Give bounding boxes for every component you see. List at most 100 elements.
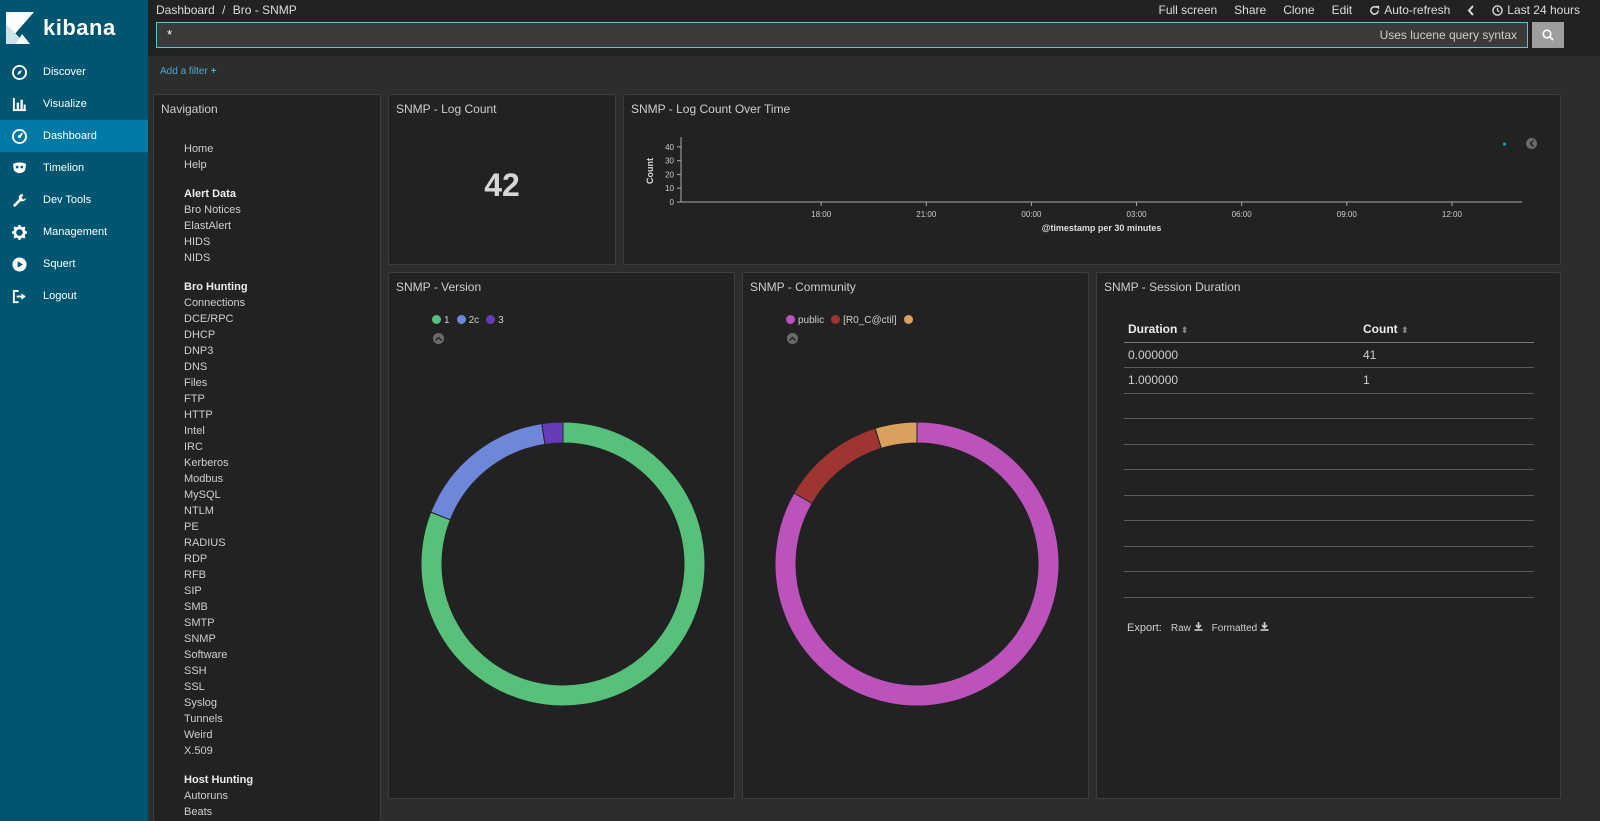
nav-link[interactable]: MySQL: [184, 489, 221, 501]
export-formatted-link[interactable]: Formatted: [1212, 622, 1269, 634]
legend-item[interactable]: [R0_C@ctil]: [831, 315, 897, 326]
nav-link[interactable]: RADIUS: [184, 537, 226, 549]
nav-link[interactable]: Bro Notices: [184, 204, 241, 216]
nav-link[interactable]: SMTP: [184, 617, 215, 629]
nav-link[interactable]: Files: [184, 377, 208, 389]
nav-link[interactable]: DCE/RPC: [184, 313, 234, 325]
nav-link[interactable]: ElastAlert: [184, 220, 232, 232]
navigation-links: Home Help Alert Data Bro Notices ElastAlert H…: [184, 141, 253, 820]
app-name: kibana: [43, 15, 116, 40]
nav-link[interactable]: DHCP: [184, 329, 216, 341]
legend-item[interactable]: 3: [486, 315, 504, 326]
gear-icon: [11, 224, 27, 240]
column-header-duration[interactable]: Duration ⬍: [1124, 322, 1359, 336]
nav-link[interactable]: NTLM: [184, 505, 214, 517]
column-header-count[interactable]: Count ⬍: [1359, 322, 1409, 336]
legend-toggle-button[interactable]: [787, 333, 798, 344]
nav-link[interactable]: HIDS: [184, 236, 211, 248]
sidebar-item-squert[interactable]: Squert: [0, 248, 148, 280]
panel-title: SNMP - Log Count Over Time: [631, 102, 791, 116]
table-cell: 1: [1363, 373, 1370, 388]
sidebar-item-label: Timelion: [43, 162, 85, 174]
chevron-left-icon: [1528, 140, 1534, 147]
nav-link[interactable]: PE: [184, 521, 199, 533]
sidebar-item-dashboard[interactable]: Dashboard: [0, 120, 148, 152]
nav-link[interactable]: SSL: [184, 681, 205, 693]
table-cell[interactable]: 1.000000: [1128, 373, 1179, 388]
legend-item[interactable]: [903, 315, 916, 326]
nav-link[interactable]: HTTP: [184, 409, 213, 421]
x-tick-label: 03:00: [1127, 210, 1148, 219]
share-button[interactable]: Share: [1234, 3, 1267, 17]
sidebar-item-logout[interactable]: Logout: [0, 280, 148, 312]
legend-toggle-button[interactable]: [1526, 138, 1537, 149]
table-empty-row: [1124, 394, 1534, 419]
time-range-label: Last 24 hours: [1507, 3, 1580, 17]
nav-link[interactable]: Tunnels: [184, 713, 223, 725]
kibana-logo[interactable]: kibana: [0, 0, 148, 56]
nav-link[interactable]: Connections: [184, 297, 246, 309]
search-row: * Uses lucene query syntax: [148, 20, 1600, 56]
legend-color-dot: [456, 315, 466, 324]
nav-link[interactable]: X.509: [184, 745, 213, 757]
sidebar-item-visualize[interactable]: Visualize: [0, 88, 148, 120]
nav-link[interactable]: SNMP: [184, 633, 216, 645]
chart-legend: public [R0_C@ctil]: [786, 315, 916, 326]
nav-link[interactable]: SMB: [184, 601, 208, 613]
nav-link[interactable]: Modbus: [184, 473, 224, 485]
legend-item[interactable]: 2c: [456, 315, 480, 326]
nav-link[interactable]: DNP3: [184, 345, 214, 357]
legend-toggle-button[interactable]: [433, 333, 444, 344]
nav-link[interactable]: Syslog: [184, 697, 218, 709]
edit-button[interactable]: Edit: [1331, 3, 1353, 17]
nav-link[interactable]: SSH: [184, 665, 207, 677]
nav-link[interactable]: Beats: [184, 806, 213, 818]
nav-link[interactable]: Home: [184, 143, 214, 155]
time-back-button[interactable]: [1467, 4, 1475, 16]
add-filter-button[interactable]: Add a filter +: [160, 66, 216, 77]
nav-link[interactable]: RFB: [184, 569, 206, 581]
legend-label: 1: [444, 315, 450, 326]
chevron-up-icon: [435, 335, 442, 341]
nav-link[interactable]: Help: [184, 159, 207, 171]
export-raw-label: Raw: [1170, 623, 1191, 634]
legend-item[interactable]: 1: [432, 315, 450, 326]
time-picker-button[interactable]: Last 24 hours: [1492, 3, 1580, 17]
plus-icon: +: [210, 66, 217, 77]
search-input[interactable]: * Uses lucene query syntax: [156, 22, 1528, 48]
sidebar-item-management[interactable]: Management: [0, 216, 148, 248]
table-row: 1.000000 1: [1124, 368, 1534, 394]
table-empty-row: [1124, 445, 1534, 470]
full-screen-button[interactable]: Full screen: [1158, 3, 1218, 17]
kibana-logo-icon: [6, 12, 34, 44]
sidebar-item-dev-tools[interactable]: Dev Tools: [0, 184, 148, 216]
sidebar-item-label: Management: [43, 226, 108, 238]
sidebar-item-label: Dev Tools: [43, 194, 92, 206]
donut-slice: [541, 421, 564, 445]
table-cell[interactable]: 0.000000: [1128, 347, 1179, 362]
auto-refresh-button[interactable]: Auto-refresh: [1369, 3, 1450, 17]
page-scrollbar[interactable]: [1592, 56, 1600, 821]
nav-link[interactable]: Weird: [184, 729, 213, 741]
legend-color-dot: [486, 315, 496, 324]
breadcrumb-dashboard-link[interactable]: Dashboard: [156, 3, 215, 17]
sidebar-item-timelion[interactable]: Timelion: [0, 152, 148, 184]
table-header-row: Duration ⬍ Count ⬍: [1124, 317, 1534, 343]
nav-link[interactable]: SIP: [184, 585, 202, 597]
nav-link[interactable]: Kerberos: [184, 457, 229, 469]
nav-link[interactable]: RDP: [184, 553, 208, 565]
nav-link[interactable]: NIDS: [184, 252, 211, 264]
legend-label: 2c: [468, 315, 480, 326]
search-syntax-hint[interactable]: Uses lucene query syntax: [1379, 28, 1517, 42]
nav-link[interactable]: Autoruns: [184, 790, 229, 802]
nav-link[interactable]: FTP: [184, 393, 205, 405]
sidebar-item-discover[interactable]: Discover: [0, 56, 148, 88]
nav-link[interactable]: DNS: [184, 361, 208, 373]
nav-link[interactable]: IRC: [184, 441, 203, 453]
search-button[interactable]: [1532, 22, 1564, 48]
clone-button[interactable]: Clone: [1283, 3, 1315, 17]
nav-link[interactable]: Intel: [184, 425, 205, 437]
legend-item[interactable]: public: [786, 315, 824, 326]
nav-link[interactable]: Software: [184, 649, 228, 661]
export-raw-link[interactable]: Raw: [1171, 622, 1203, 634]
